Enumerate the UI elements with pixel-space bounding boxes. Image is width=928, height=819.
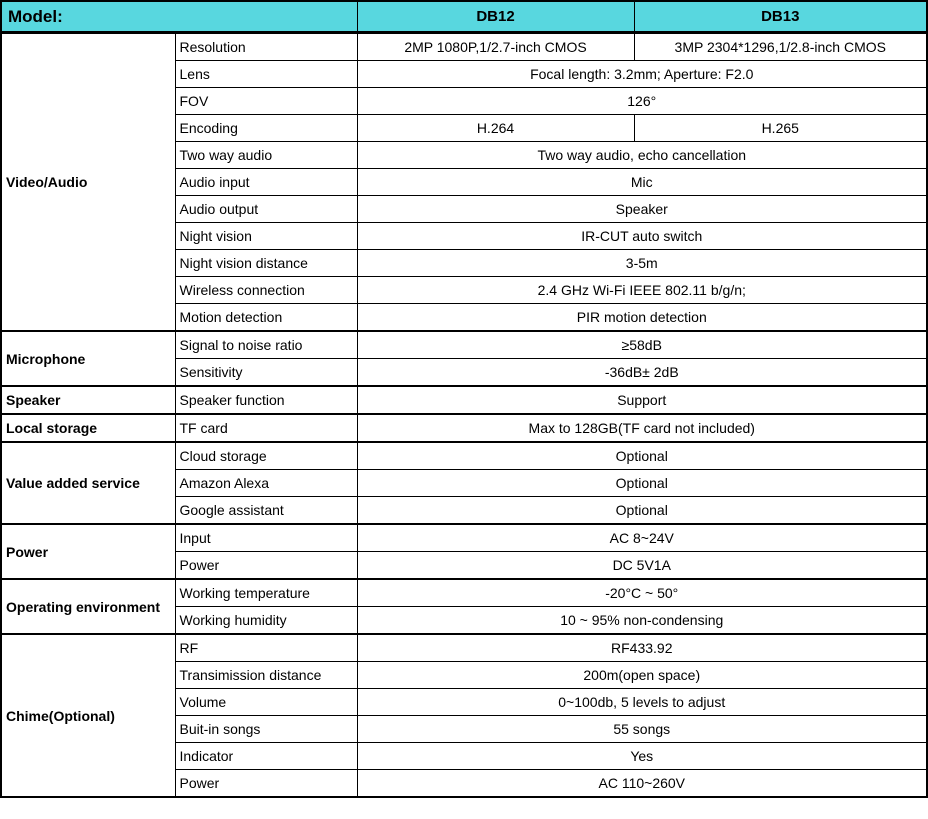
group-cell-power: Power <box>0 523 176 580</box>
spec-cell: Google assistant <box>174 496 358 525</box>
spec-row: Operating environment Working temperatur… <box>0 578 928 635</box>
value-cell: 3-5m <box>356 249 928 277</box>
spec-row: Audio input Mic <box>1 168 928 196</box>
spec-cell: Cloud storage <box>174 441 358 470</box>
spec-row: Encoding H.264 H.265 <box>1 114 928 142</box>
spec-row: Video/Audio Resolution 2MP 1080P,1/2.7-i… <box>0 31 928 332</box>
value-cell: 10 ~ 95% non-condensing <box>356 606 928 635</box>
value-cell: AC 110~260V <box>356 769 928 798</box>
spec-cell: Speaker function <box>174 385 358 415</box>
spec-row: Audio output Speaker <box>1 195 928 223</box>
spec-row: Power Input AC 8~24V <box>0 523 928 580</box>
group-cell-chime-optional: Chime(Optional) <box>0 633 176 798</box>
spec-row: Local storage TF card Max to 128GB(TF ca… <box>0 413 928 443</box>
spec-cell: Night vision distance <box>174 249 358 277</box>
value-cell: 200m(open space) <box>356 661 928 689</box>
value-cell: AC 8~24V <box>356 523 928 552</box>
value-cell-db12: H.264 <box>356 114 635 142</box>
group-cell-video-audio: Video/Audio <box>0 31 176 332</box>
spec-cell: Audio output <box>174 195 358 223</box>
spec-row: Microphone Signal to noise ratio ≥58dB <box>0 330 928 387</box>
spec-row: Chime(Optional) RF RF433.92 <box>0 633 928 798</box>
column-header-db13: DB13 <box>633 0 928 34</box>
spec-row: Amazon Alexa Optional <box>1 469 928 497</box>
spec-row: Transimission distance 200m(open space) <box>1 661 928 689</box>
value-cell: Mic <box>356 168 928 196</box>
value-cell: Yes <box>356 742 928 770</box>
spec-row: Google assistant Optional <box>1 496 928 525</box>
table-header-row: Model: DB12 DB13 <box>0 0 928 34</box>
spec-row: FOV 126° <box>1 87 928 115</box>
spec-cell: Power <box>174 551 358 580</box>
spec-row: Night vision IR-CUT auto switch <box>1 222 928 250</box>
group-cell-value-added-service: Value added service <box>0 441 176 525</box>
value-cell: IR-CUT auto switch <box>356 222 928 250</box>
spec-row: Night vision distance 3-5m <box>1 249 928 277</box>
spec-cell: Indicator <box>174 742 358 770</box>
spec-cell: Encoding <box>174 114 358 142</box>
spec-row: Motion detection PIR motion detection <box>1 303 928 332</box>
value-cell: Optional <box>356 469 928 497</box>
value-cell: RF433.92 <box>356 633 928 662</box>
spec-cell: Buit-in songs <box>174 715 358 743</box>
value-cell-db12: 2MP 1080P,1/2.7-inch CMOS <box>356 31 635 61</box>
spec-cell: Working humidity <box>174 606 358 635</box>
spec-cell: Lens <box>174 60 358 88</box>
spec-row: Two way audio Two way audio, echo cancel… <box>1 141 928 169</box>
spec-row: Power DC 5V1A <box>1 551 928 580</box>
spec-cell: Night vision <box>174 222 358 250</box>
spec-cell: Resolution <box>174 31 358 61</box>
group-cell-local-storage: Local storage <box>0 413 176 443</box>
spec-cell: Amazon Alexa <box>174 469 358 497</box>
spec-cell: Sensitivity <box>174 358 358 387</box>
spec-row: Value added service Cloud storage Option… <box>0 441 928 525</box>
spec-cell: Motion detection <box>174 303 358 332</box>
spec-cell: Audio input <box>174 168 358 196</box>
group-cell-operating-environment: Operating environment <box>0 578 176 635</box>
value-cell: -20°C ~ 50° <box>356 578 928 607</box>
spec-cell: Working temperature <box>174 578 358 607</box>
model-label: Model: <box>0 0 358 34</box>
spec-cell: RF <box>174 633 358 662</box>
spec-row: Wireless connection 2.4 GHz Wi-Fi IEEE 8… <box>1 276 928 304</box>
spec-row: Lens Focal length: 3.2mm; Aperture: F2.0 <box>1 60 928 88</box>
column-header-db12: DB12 <box>356 0 635 34</box>
value-cell: PIR motion detection <box>356 303 928 332</box>
value-cell: Focal length: 3.2mm; Aperture: F2.0 <box>356 60 928 88</box>
value-cell: Optional <box>356 496 928 525</box>
spec-cell: Two way audio <box>174 141 358 169</box>
value-cell: Optional <box>356 441 928 470</box>
value-cell: Max to 128GB(TF card not included) <box>356 413 928 443</box>
value-cell: 126° <box>356 87 928 115</box>
value-cell: 55 songs <box>356 715 928 743</box>
spec-cell: TF card <box>174 413 358 443</box>
spec-cell: Input <box>174 523 358 552</box>
spec-cell: FOV <box>174 87 358 115</box>
spec-row: Power AC 110~260V <box>1 769 928 798</box>
value-cell: Two way audio, echo cancellation <box>356 141 928 169</box>
value-cell: Support <box>356 385 928 415</box>
value-cell: -36dB± 2dB <box>356 358 928 387</box>
group-cell-microphone: Microphone <box>0 330 176 387</box>
spec-row: Working humidity 10 ~ 95% non-condensing <box>1 606 928 635</box>
value-cell-db13: H.265 <box>633 114 928 142</box>
spec-row: Speaker Speaker function Support <box>0 385 928 415</box>
spec-row: Indicator Yes <box>1 742 928 770</box>
value-cell-db13: 3MP 2304*1296,1/2.8-inch CMOS <box>633 31 928 61</box>
value-cell: 0~100db, 5 levels to adjust <box>356 688 928 716</box>
value-cell: ≥58dB <box>356 330 928 359</box>
value-cell: DC 5V1A <box>356 551 928 580</box>
spec-table: Model: DB12 DB13 Video/Audio Resolution … <box>0 0 928 798</box>
group-cell-speaker: Speaker <box>0 385 176 415</box>
spec-cell: Power <box>174 769 358 798</box>
spec-cell: Transimission distance <box>174 661 358 689</box>
spec-cell: Volume <box>174 688 358 716</box>
value-cell: Speaker <box>356 195 928 223</box>
spec-cell: Signal to noise ratio <box>174 330 358 359</box>
value-cell: 2.4 GHz Wi-Fi IEEE 802.11 b/g/n; <box>356 276 928 304</box>
spec-cell: Wireless connection <box>174 276 358 304</box>
